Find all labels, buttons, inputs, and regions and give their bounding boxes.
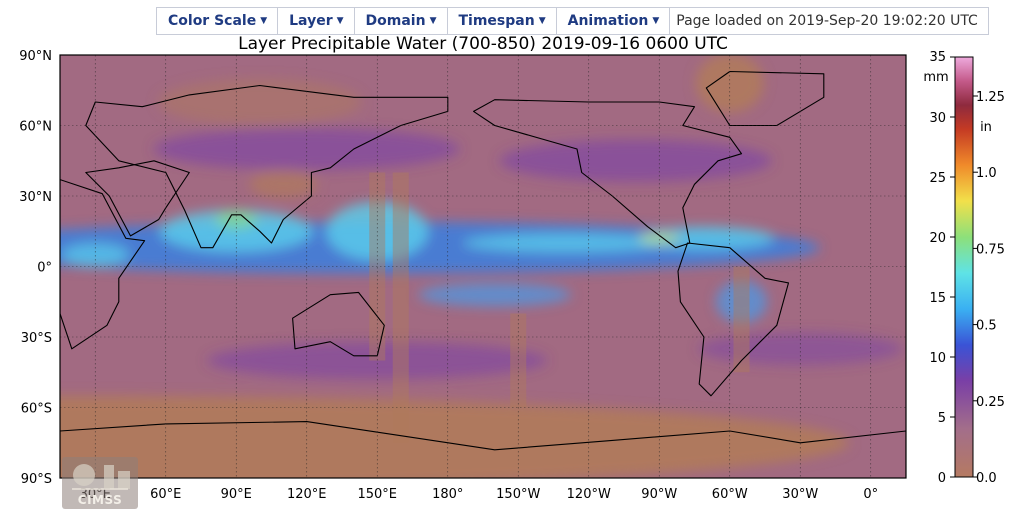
map-canvas[interactable]: 90°N60°N30°N0°30°S60°S90°S 30°E60°E90°E1… [0, 33, 1015, 505]
continent-south-america [677, 242, 790, 397]
map-frame [59, 54, 907, 479]
colorbar-in-tick: 0.25 [976, 395, 1005, 410]
continent-north-america [473, 99, 743, 249]
colorbar-mm-unit: mm [923, 70, 948, 85]
map-title: Layer Precipitable Water (700-850) 2019-… [238, 34, 728, 54]
lon-tick-label: 180° [432, 487, 463, 502]
lat-tick-label: 60°N [19, 120, 52, 135]
menu-bar: Color Scale ▼ Layer ▼ Domain ▼ Timespan ▼ An… [156, 7, 989, 35]
colorbar-mm-tick: 25 [929, 171, 946, 186]
colorbar-in-unit: in [980, 120, 992, 135]
menu-color-scale[interactable]: Color Scale ▼ [157, 8, 279, 34]
colorbar-in-tick: 1.0 [976, 166, 997, 181]
chevron-down-icon: ▼ [652, 16, 660, 26]
lat-tick-label: 90°N [19, 49, 52, 64]
menu-layer[interactable]: Layer ▼ [278, 8, 355, 34]
menu-color-scale-label: Color Scale [168, 13, 257, 29]
colorbar-mm-tick: 5 [938, 411, 946, 426]
colorbar-mm-tick: 35 [929, 50, 946, 65]
colorbar-in-tick: 1.25 [976, 90, 1005, 105]
menu-layer-label: Layer [289, 13, 333, 29]
lon-tick-label: 90°E [221, 487, 252, 502]
colorbar-in-tick: 0.0 [976, 471, 997, 486]
cimss-logo-icon [62, 457, 138, 509]
menu-timespan-label: Timespan [458, 13, 535, 29]
continent-antarctica [60, 421, 906, 478]
chevron-down-icon: ▼ [538, 16, 546, 26]
cimss-logo: CIMSS [62, 457, 138, 509]
continent-africa [60, 179, 146, 350]
colorbar-mm-tick: 15 [929, 291, 946, 306]
lat-tick-label: 60°S [21, 402, 52, 417]
map-figure: 90°N60°N30°N0°30°S60°S90°S 30°E60°E90°E1… [0, 33, 1015, 509]
menu-timespan[interactable]: Timespan ▼ [448, 8, 557, 34]
colorbar-mm-tick: 0 [938, 471, 946, 486]
page-loaded-status: Page loaded on 2019-Sep-20 19:02:20 UTC [676, 13, 978, 29]
lon-tick-label: 120°W [567, 487, 611, 502]
colorbar [954, 56, 974, 478]
lon-tick-label: 60°E [150, 487, 181, 502]
lon-tick-label: 90°W [641, 487, 677, 502]
colorbar-mm-tick: 20 [929, 231, 946, 246]
lon-tick-label: 120°E [287, 487, 327, 502]
continent-eurasia [85, 84, 449, 249]
cimss-logo-text: CIMSS [77, 493, 123, 507]
lon-tick-label: 60°W [712, 487, 748, 502]
lon-tick-label: 150°W [496, 487, 540, 502]
colorbar-mm-tick: 10 [929, 351, 946, 366]
menu-domain-label: Domain [365, 13, 426, 29]
lat-tick-label: 30°S [21, 331, 52, 346]
lon-tick-label: 0° [863, 487, 878, 502]
chevron-down-icon: ▼ [260, 16, 268, 26]
lon-tick-label: 150°E [357, 487, 397, 502]
lat-tick-label: 30°N [19, 190, 52, 205]
lon-tick-label: 30°W [782, 487, 818, 502]
lat-tick-label: 90°S [21, 472, 52, 487]
chevron-down-icon: ▼ [336, 16, 344, 26]
colorbar-in-tick: 0.5 [976, 319, 997, 334]
menu-animation-label: Animation [567, 13, 649, 29]
menu-animation[interactable]: Animation ▼ [557, 8, 671, 34]
chevron-down-icon: ▼ [429, 16, 437, 26]
colorbar-in-tick: 0.75 [976, 242, 1005, 257]
menu-domain[interactable]: Domain ▼ [355, 8, 448, 34]
lat-tick-label: 0° [37, 261, 52, 276]
colorbar-mm-tick: 30 [929, 111, 946, 126]
